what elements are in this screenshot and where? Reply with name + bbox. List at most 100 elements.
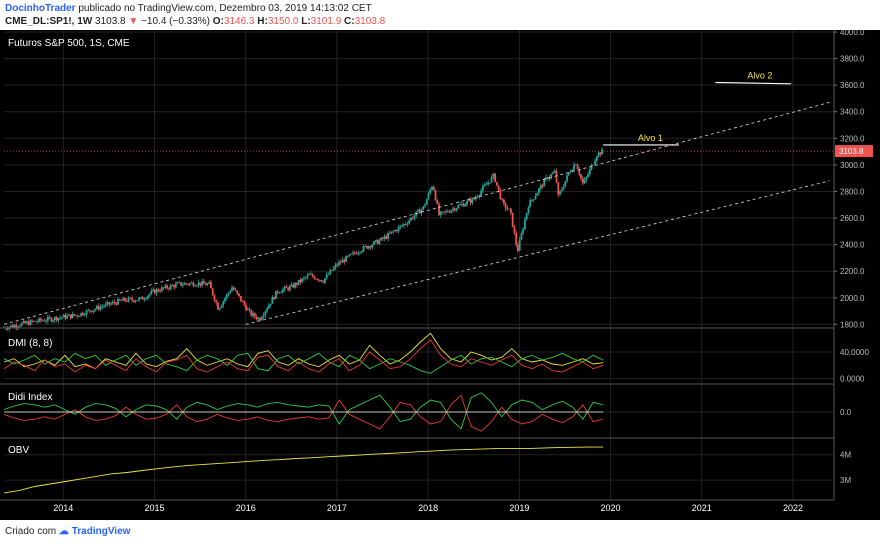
candle-body [502, 199, 505, 204]
candle-body [203, 281, 205, 284]
candle-body [146, 295, 149, 299]
candle-body [471, 198, 474, 203]
down-arrow-icon: ▼ [128, 16, 139, 27]
candle-body [134, 300, 137, 302]
y-tick-label: 2000.0 [840, 294, 865, 303]
candle-body [453, 208, 456, 211]
candle-body [587, 174, 589, 178]
candle-body [10, 325, 12, 328]
candle-body [338, 261, 340, 266]
trend-line[interactable] [245, 180, 830, 325]
y-tick-label: 3M [840, 476, 851, 485]
target-annotation[interactable]: Alvo 2 [747, 70, 772, 80]
candle-body [208, 282, 211, 284]
candle-body [278, 292, 281, 294]
candle-body [432, 186, 435, 191]
candle-body [118, 299, 121, 301]
candle-body [367, 246, 370, 249]
candle-body [518, 239, 521, 251]
candle-body [15, 325, 18, 328]
candle-body [103, 306, 105, 308]
indicator-line[interactable] [3, 392, 604, 430]
candle-body [583, 179, 586, 184]
candle-body [545, 177, 547, 180]
candle-body [55, 316, 58, 321]
y-tick-label: 1800.0 [840, 320, 865, 329]
candle-body [510, 208, 512, 213]
candle-body [220, 305, 223, 309]
candle-body [511, 212, 514, 227]
candle-body [66, 315, 69, 319]
chart-background [0, 30, 880, 520]
candle-body [266, 308, 269, 312]
candle-body [182, 284, 184, 286]
candle-body [45, 320, 47, 322]
candle-body [424, 204, 426, 207]
candle-body [252, 313, 254, 316]
candle-body [167, 288, 170, 290]
candle-body [411, 217, 414, 219]
candle-body [180, 282, 183, 286]
candle-body [297, 279, 300, 285]
candle-body [339, 261, 342, 263]
candle-body [82, 312, 84, 316]
candle-body [341, 259, 344, 263]
obv-pane[interactable] [3, 446, 604, 494]
candle-body [152, 289, 154, 291]
candle-body [243, 301, 246, 306]
symbol-label[interactable]: CME_DL:SP1!, 1W [5, 16, 93, 27]
candle-body [592, 164, 595, 166]
candle-body [273, 297, 276, 300]
candle-body [90, 311, 93, 313]
candle-body [313, 276, 316, 279]
candle-body [483, 184, 486, 187]
price-pane[interactable]: Alvo 1 Alvo 2 3103.8 [3, 70, 873, 332]
candle-body [362, 245, 365, 251]
candle-body [97, 305, 100, 310]
candle-body [99, 306, 102, 310]
candle-body [541, 185, 544, 187]
chart-canvas[interactable]: Alvo 1 Alvo 2 3103.8 4000.0 3800.0 3600.0 340… [0, 30, 880, 520]
candle-body [438, 203, 440, 216]
candle-body [213, 295, 216, 301]
y-tick-label: 3600.0 [840, 81, 865, 90]
candle-body [222, 301, 225, 306]
candle-body [269, 303, 272, 306]
target-line[interactable] [715, 81, 792, 85]
indicator-line[interactable] [3, 446, 604, 494]
candle-body [392, 231, 395, 233]
candle-body [585, 177, 588, 180]
candle-body [11, 325, 14, 328]
candle-body [281, 289, 284, 293]
candle-body [253, 313, 256, 317]
candle-body [87, 309, 90, 311]
candle-body [162, 287, 165, 289]
candle-body [455, 208, 458, 211]
didi-pane[interactable] [3, 392, 604, 432]
indicator-line[interactable] [3, 352, 604, 374]
candle-body [581, 178, 584, 184]
indicator-line[interactable] [3, 394, 604, 432]
candle-body [124, 297, 126, 301]
candle-body [204, 283, 207, 286]
author-link[interactable]: DocinhoTrader [5, 3, 76, 14]
y-tick-label: 0.0000 [840, 375, 865, 384]
candle-body [478, 195, 481, 197]
y-tick-label: 3200.0 [840, 134, 865, 143]
candle-body [290, 284, 293, 287]
candle-body [248, 309, 251, 311]
candle-body [238, 293, 240, 296]
candle-body [225, 294, 228, 299]
candle-body [104, 303, 107, 307]
tradingview-brand-link[interactable]: TradingView [71, 526, 131, 537]
indicator-line[interactable] [3, 339, 604, 373]
candle-body [136, 300, 139, 302]
candle-body [129, 297, 132, 299]
trend-line[interactable] [3, 102, 830, 325]
candle-body [267, 305, 270, 309]
dmi-pane[interactable] [3, 332, 604, 374]
candle-body [452, 208, 454, 211]
candle-body [357, 252, 360, 255]
target-annotation[interactable]: Alvo 1 [638, 133, 663, 143]
open-value: 3146.3 [223, 16, 255, 27]
